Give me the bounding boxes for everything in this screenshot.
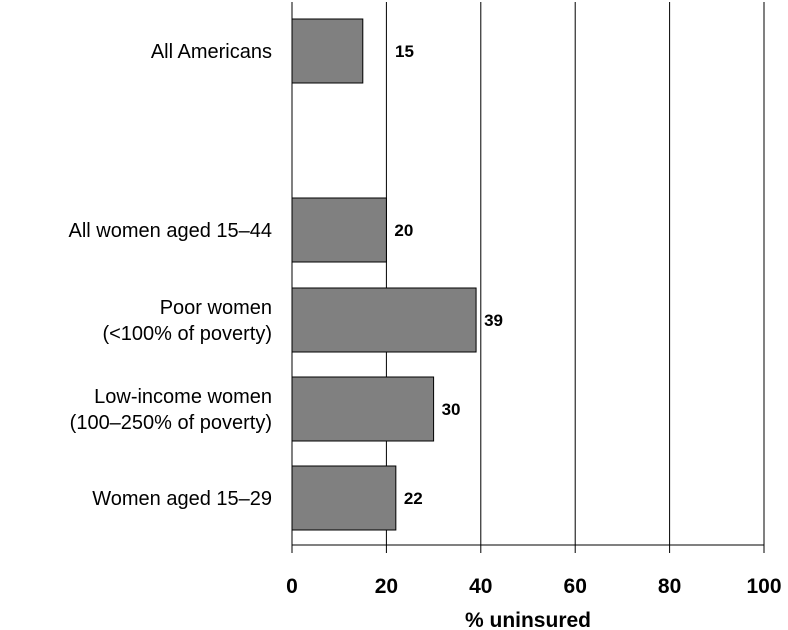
gridlines: [291, 2, 765, 545]
category-label: (100–250% of poverty): [70, 412, 272, 434]
x-tick-label: 40: [469, 575, 492, 598]
category-labels: All Americans All women aged 15–44 Poor wo…: [69, 41, 272, 510]
bar: [291, 465, 397, 531]
bar: [291, 287, 477, 353]
category-label: All women aged 15–44: [69, 220, 272, 242]
x-tick-label: 20: [375, 575, 398, 598]
bars: 15 20 39 30 22: [291, 18, 503, 531]
data-label: 39: [484, 311, 503, 330]
bar: [291, 18, 364, 84]
category-label: Low-income women: [94, 386, 272, 408]
x-tick-label: 80: [658, 575, 681, 598]
category-label: All Americans: [151, 41, 272, 63]
category-label: Poor women: [160, 297, 272, 319]
category-label: (<100% of poverty): [102, 323, 272, 345]
x-axis-title: % uninsured: [465, 609, 591, 630]
x-axis: 0 20 40 60 80 100: [286, 544, 782, 598]
x-tick-label: 60: [564, 575, 587, 598]
data-label: 15: [395, 42, 414, 61]
bar: [291, 376, 435, 442]
data-label: 22: [404, 489, 423, 508]
x-tick-label: 0: [286, 575, 298, 598]
x-tick-label: 100: [746, 575, 781, 598]
data-label: 30: [442, 400, 461, 419]
bar: [291, 197, 387, 263]
category-label: Women aged 15–29: [92, 488, 272, 510]
data-label: 20: [394, 221, 413, 240]
